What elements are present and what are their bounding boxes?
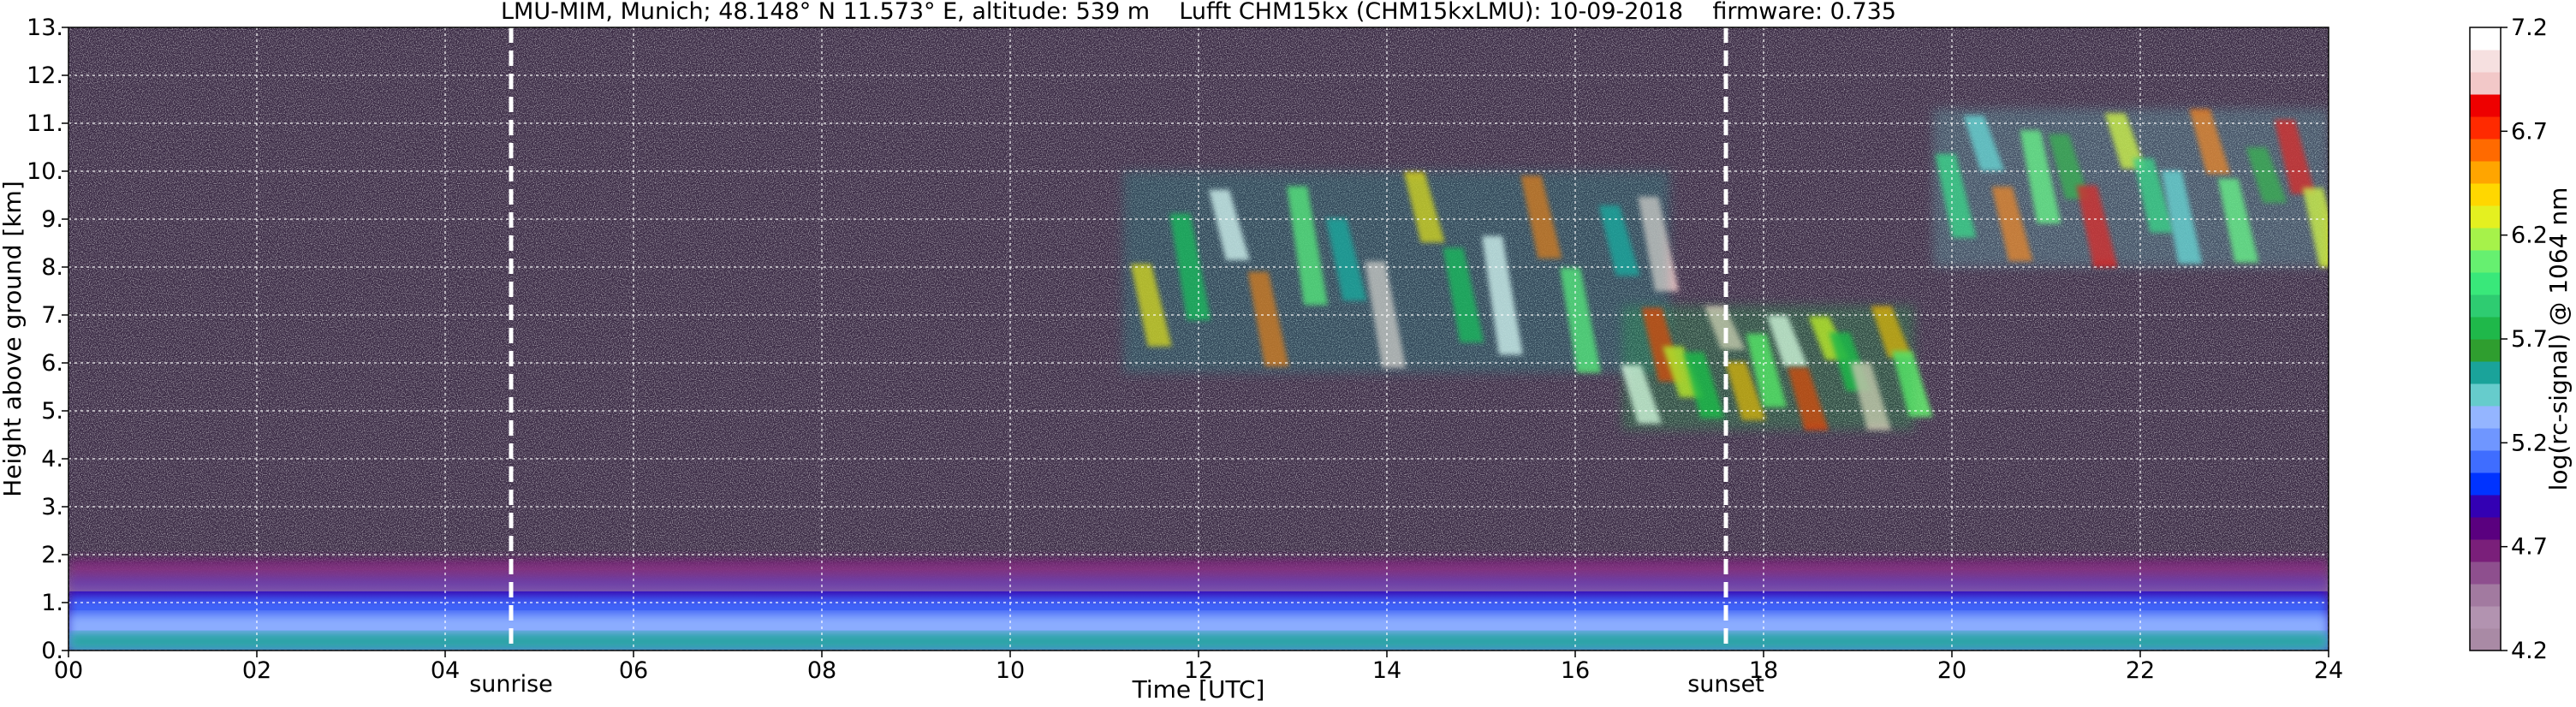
colorbar-tick-label: 6.2 [2511,223,2548,249]
colorbar-segment [2470,406,2501,429]
colorbar-segment [2470,383,2501,407]
y-tick-label: 1. [41,590,63,616]
colorbar: 4.2 4.7 5.2 5.7 6.2 6.7 7.2 [2469,15,2548,664]
colorbar-segment [2470,472,2501,496]
y-tick-label: 8. [41,254,63,281]
signal-feature [1933,109,2329,267]
y-tick-label: 3. [41,494,63,520]
y-tick-label: 11. [27,110,63,137]
colorbar-segment [2470,272,2501,295]
signal-feature [68,559,2329,651]
x-tick-label: 18 [1749,657,1778,684]
signal-haze [1622,305,1914,431]
x-tick-label: 00 [54,657,83,684]
y-axis: 0. 1. 2. 3. 4. 5. 6. 7. 8. 9. 10. 11. 12. 13. [27,15,68,664]
y-tick-label: 10. [27,158,63,185]
y-tick-label: 4. [41,446,63,472]
x-axis: 00 02 04 06 08 10 12 14 16 18 20 22 24 [54,651,2343,684]
colorbar-segment [2470,250,2501,273]
signal-haze [1123,171,1669,373]
colorbar-segment [2470,517,2501,540]
y-tick-label: 6. [41,350,63,377]
colorbar-segment [2470,561,2501,585]
colorbar-segment [2470,539,2501,562]
y-tick-label: 9. [41,206,63,233]
signal-feature [1621,305,1933,431]
colorbar-segment [2470,205,2501,229]
x-tick-label: 16 [1561,657,1590,684]
colorbar-segment [2470,495,2501,518]
x-tick-label: 14 [1372,657,1401,684]
plot-area [68,27,2329,651]
colorbar-tick-label: 5.7 [2511,326,2548,353]
y-axis-label: Height above ground [km] [0,181,27,497]
y-tick-label: 12. [27,62,63,89]
chart-title: LMU-MIM, Munich; 48.148° N 11.573° E, al… [501,0,1896,25]
colorbar-segment [2470,27,2501,50]
colorbar-segment [2470,50,2501,73]
colorbar-label: log(rc-signal) @ 1064 nm [2544,187,2573,491]
colorbar-segment [2470,628,2501,651]
signal-features [68,109,2329,651]
colorbar-segment [2470,183,2501,206]
colorbar-segment [2470,606,2501,629]
annotation-label: sunset [1687,671,1764,698]
x-tick-label: 20 [1937,657,1966,684]
annotation-lines: sunrise sunset [469,27,1764,698]
colorbar-segment [2470,450,2501,473]
y-tick-label: 13. [27,15,63,41]
x-axis-label: Time [UTC] [1132,675,1265,704]
colorbar-segment [2470,339,2501,362]
y-tick-label: 2. [41,542,63,568]
colorbar-tick-label: 4.2 [2511,638,2548,664]
x-tick-label: 04 [431,657,460,684]
y-tick-label: 7. [41,302,63,329]
x-tick-label: 22 [2126,657,2155,684]
colorbar-tick-label: 4.7 [2511,534,2548,561]
colorbar-tick-label: 5.2 [2511,430,2548,456]
x-tick-label: 12 [1184,657,1213,684]
annotation-label: sunrise [469,671,553,698]
colorbar-segment [2470,94,2501,117]
colorbar-tick-label: 6.7 [2511,118,2548,145]
colorbar-segment [2470,584,2501,607]
colorbar-segment [2470,361,2501,384]
y-tick-label: 5. [41,398,63,425]
colorbar-segment [2470,317,2501,340]
colorbar-segment [2470,428,2501,451]
colorbar-segment [2470,294,2501,318]
y-tick-label: 0. [41,638,63,664]
colorbar-segment [2470,161,2501,184]
signal-feature [1123,171,1680,373]
x-tick-label: 06 [619,657,648,684]
colorbar-segment [2470,139,2501,162]
x-tick-label: 10 [996,657,1025,684]
x-tick-label: 24 [2314,657,2343,684]
colorbar-segment [2470,72,2501,95]
x-tick-label: 02 [242,657,271,684]
x-tick-label: 08 [807,657,836,684]
colorbar-segment [2470,228,2501,251]
colorbar-segment [2470,116,2501,140]
colorbar-tick-label: 7.2 [2511,15,2548,41]
signal-haze [1933,109,2329,267]
